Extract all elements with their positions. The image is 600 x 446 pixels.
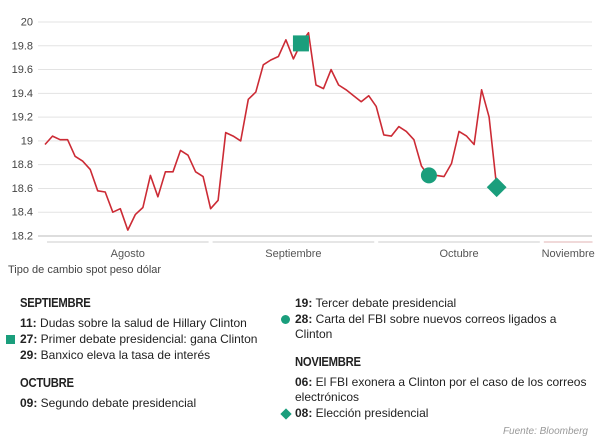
x-month-label: Septiembre <box>265 248 321 260</box>
event-day: 27: <box>20 332 38 346</box>
section-gap <box>20 364 285 376</box>
x-month-label: Octubre <box>439 248 478 260</box>
y-tick-label: 20 <box>21 17 33 29</box>
event-item: 28: Carta del FBI sobre nuevos correos l… <box>281 312 595 342</box>
event-item: 29: Banxico eleva la tasa de interés <box>20 348 285 363</box>
x-month-label: Noviembre <box>542 248 595 260</box>
event-day: 19: <box>295 296 313 310</box>
y-tick-label: 18.2 <box>12 231 33 243</box>
event-item: 06: El FBI exonera a Clinton por el caso… <box>295 375 595 405</box>
event-day: 08: <box>295 406 313 420</box>
source-note: Fuente: Bloomberg <box>502 426 588 437</box>
square-marker-icon <box>6 335 15 344</box>
y-tick-label: 18.4 <box>12 207 33 219</box>
section-gap <box>295 343 595 355</box>
circle-marker-icon <box>281 315 290 324</box>
event-day: 06: <box>295 375 313 389</box>
event-marker-diamond <box>486 177 507 198</box>
event-item: 08: Elección presidencial <box>280 406 595 421</box>
event-item: 19: Tercer debate presidencial <box>295 296 595 311</box>
event-day: 09: <box>20 396 38 410</box>
event-text: Carta del FBI sobre nuevos correos ligad… <box>295 312 557 341</box>
events-left-column: SEPTIEMBRE 11: Dudas sobre la salud de Hi… <box>6 296 285 412</box>
event-marker-circle <box>420 167 437 184</box>
events-right-column: 19: Tercer debate presidencial 28: Carta … <box>280 296 595 422</box>
event-text: Segundo debate presidencial <box>37 396 197 410</box>
event-text: Banxico eleva la tasa de interés <box>37 348 211 362</box>
event-day: 29: <box>20 348 38 362</box>
event-item: 09: Segundo debate presidencial <box>20 396 285 411</box>
event-day: 11: <box>20 316 37 330</box>
y-tick-label: 19.4 <box>12 88 33 100</box>
event-text: Primer debate presidencial: gana Clinton <box>37 332 258 346</box>
y-tick-label: 19 <box>21 135 33 147</box>
event-day: 28: <box>295 312 313 326</box>
event-item: 27: Primer debate presidencial: gana Cli… <box>6 332 285 347</box>
event-item: 11: Dudas sobre la salud de Hillary Clin… <box>20 316 285 331</box>
month-heading: SEPTIEMBRE <box>20 296 91 310</box>
month-heading: OCTUBRE <box>20 376 74 390</box>
month-heading: NOVIEMBRE <box>295 355 361 369</box>
event-text: Dudas sobre la salud de Hillary Clinton <box>36 316 247 330</box>
y-tick-label: 19.8 <box>12 40 33 52</box>
event-marker-square <box>292 35 309 52</box>
y-tick-label: 18.8 <box>12 159 33 171</box>
x-month-label: Agosto <box>111 248 145 260</box>
exchange-rate-chart: 18.2 18.4 18.6 18.8 19 19.2 19.4 19.6 19.8 20 Agos… <box>12 17 595 261</box>
y-tick-label: 19.2 <box>12 112 33 124</box>
series-line <box>44 31 498 231</box>
event-text: El FBI exonera a Clinton por el caso de … <box>295 375 587 404</box>
event-text: Tercer debate presidencial <box>312 296 457 310</box>
y-tick-label: 19.6 <box>12 64 33 76</box>
event-text: Elección presidencial <box>312 406 429 420</box>
chart-caption: Tipo de cambio spot peso dólar <box>8 264 162 276</box>
y-tick-label: 18.6 <box>12 183 33 195</box>
